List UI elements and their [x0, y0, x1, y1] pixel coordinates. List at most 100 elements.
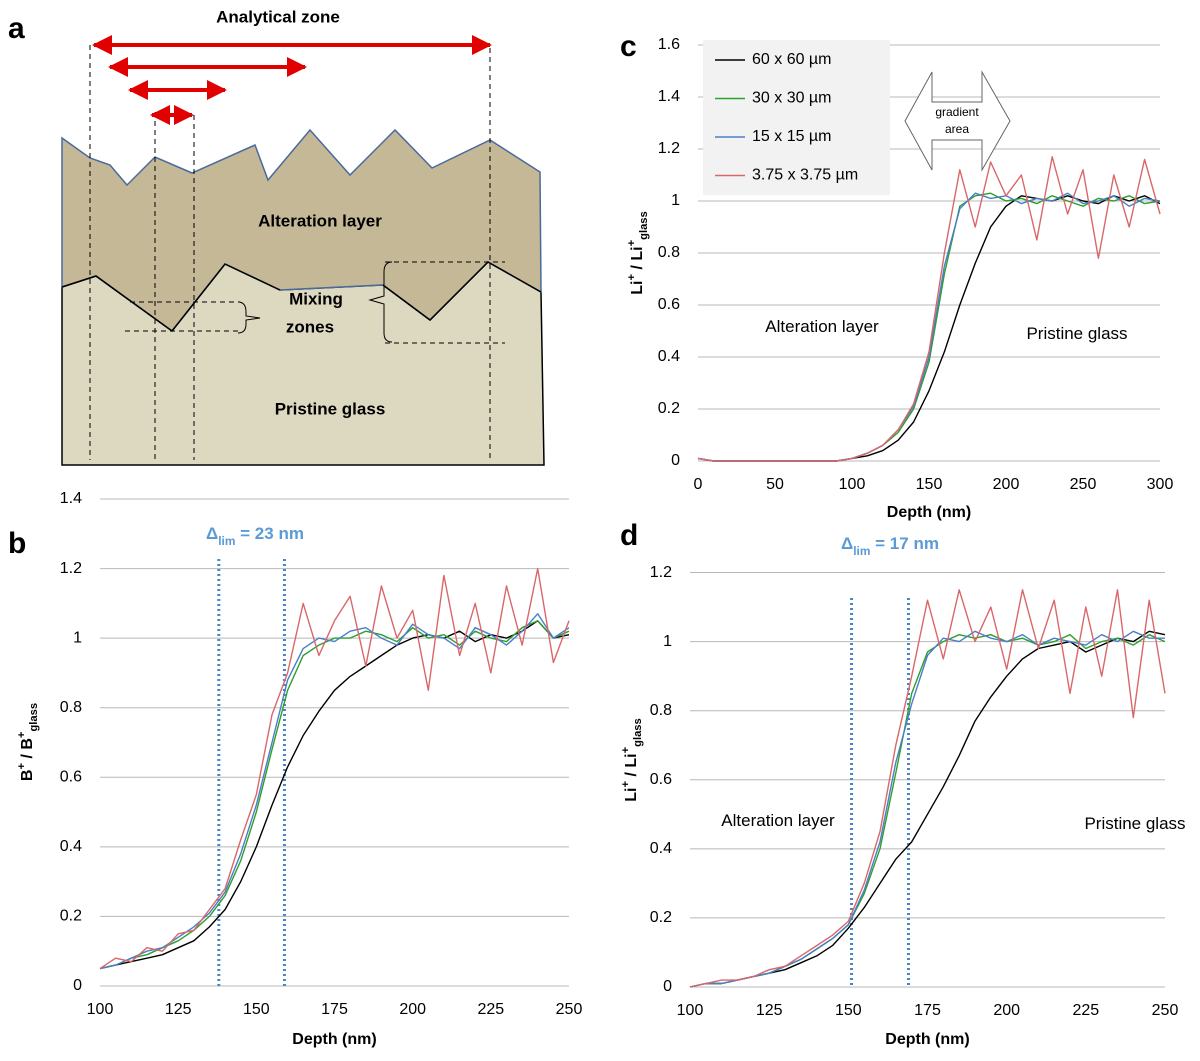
- diagram-title: Analytical zone: [216, 7, 340, 26]
- x-tick-label: 200: [399, 1001, 426, 1018]
- y-tick-label: 1: [671, 192, 680, 209]
- panel-label: a: [8, 12, 25, 45]
- annotation: Pristine glass: [1026, 324, 1127, 343]
- y-tick-label: 0.2: [658, 400, 680, 417]
- legend-label: 3.75 x 3.75 µm: [752, 167, 858, 184]
- series-line: [689, 630, 1166, 988]
- y-tick-label: 0.2: [60, 908, 82, 925]
- layer-label: Alteration layer: [258, 211, 382, 230]
- annotation: Δlim = 23 nm: [206, 524, 304, 548]
- x-axis-title: Depth (nm): [885, 1031, 969, 1048]
- x-tick-label: 100: [677, 1002, 704, 1019]
- text-part: / B: [19, 738, 36, 763]
- text-part: +: [620, 746, 632, 753]
- mixing-label: zones: [286, 317, 334, 336]
- y-tick-label: 1.2: [60, 560, 82, 577]
- y-tick-label: 0: [671, 452, 680, 469]
- y-tick-label: 0.2: [650, 909, 672, 926]
- brace: [237, 301, 261, 334]
- x-tick-label: 150: [243, 1001, 270, 1018]
- x-tick-label: 125: [756, 1002, 783, 1019]
- x-tick-label: 250: [1152, 1002, 1179, 1019]
- x-tick-label: 175: [914, 1002, 941, 1019]
- x-axis-title: Depth (nm): [887, 504, 971, 521]
- panel-label: d: [620, 519, 638, 552]
- panel-label: c: [620, 30, 637, 63]
- text-part: Δ: [841, 534, 853, 553]
- legend-label: 15 x 15 µm: [752, 128, 831, 145]
- y-tick-label: 1.6: [658, 36, 680, 53]
- layer-label: Pristine glass: [275, 399, 386, 418]
- x-tick-label: 0: [694, 476, 703, 493]
- panel-label: b: [8, 527, 26, 560]
- y-tick-label: 0.4: [60, 838, 82, 855]
- y-tick-label: 0.8: [60, 699, 82, 716]
- x-tick-label: 125: [165, 1001, 192, 1018]
- x-tick-label: 150: [835, 1002, 862, 1019]
- y-tick-label: 0.4: [658, 348, 680, 365]
- text-part: Li: [629, 281, 646, 295]
- gradient-arrow: [904, 70, 1011, 172]
- x-tick-label: 200: [993, 476, 1020, 493]
- series-line: [99, 567, 570, 970]
- x-tick-label: 100: [839, 476, 866, 493]
- x-tick-label: 225: [477, 1001, 504, 1018]
- text-part: Alteration layer: [721, 811, 835, 830]
- text-part: B: [19, 770, 36, 782]
- annotation: Alteration layer: [721, 811, 835, 830]
- series-line: [99, 620, 570, 970]
- brace: [368, 261, 393, 343]
- text-part: lim: [853, 544, 870, 558]
- text-part: +: [16, 763, 28, 770]
- y-axis-title: B+ / B+glass: [16, 703, 40, 781]
- y-axis-title: Li+ / Li+glass: [620, 718, 644, 801]
- x-tick-label: 250: [1070, 476, 1097, 493]
- text-part: +: [620, 781, 632, 788]
- series-line: [99, 613, 570, 970]
- annotation: Alteration layer: [765, 317, 879, 336]
- text-part: glass: [632, 718, 644, 747]
- y-tick-label: 0: [663, 978, 672, 995]
- y-tick-label: 1: [663, 633, 672, 650]
- annotation: gradient: [935, 105, 979, 119]
- dashed-guides: [89, 45, 505, 460]
- text-part: = 17 nm: [870, 534, 939, 553]
- annotation: Δlim = 17 nm: [841, 534, 939, 558]
- legend-label: 30 x 30 µm: [752, 90, 831, 107]
- y-tick-label: 0: [73, 977, 82, 994]
- text-part: Δ: [206, 524, 218, 543]
- x-tick-label: 200: [993, 1002, 1020, 1019]
- y-tick-label: 0.6: [658, 296, 680, 313]
- legend-box: [703, 40, 890, 195]
- series-line: [689, 630, 1165, 988]
- zone-arrows: [92, 35, 492, 125]
- text-part: Pristine glass: [1084, 814, 1185, 833]
- y-tick-label: 0.6: [650, 771, 672, 788]
- text-part: +: [16, 731, 28, 738]
- mixing-label: Mixing: [289, 289, 343, 308]
- text-part: Alteration layer: [765, 317, 879, 336]
- annotation: Pristine glass: [1084, 814, 1185, 833]
- text-part: lim: [218, 534, 235, 548]
- x-tick-label: 50: [766, 476, 784, 493]
- x-tick-label: 225: [1072, 1002, 1099, 1019]
- x-tick-label: 175: [321, 1001, 348, 1018]
- y-tick-label: 1: [73, 629, 82, 646]
- text-part: / Li: [629, 246, 646, 274]
- text-part: = 23 nm: [235, 524, 304, 543]
- text-part: area: [945, 122, 969, 136]
- x-tick-label: 300: [1147, 476, 1174, 493]
- text-part: glass: [28, 703, 40, 732]
- y-tick-label: 1.4: [658, 88, 680, 105]
- x-tick-label: 250: [556, 1001, 583, 1018]
- y-tick-label: 0.8: [658, 244, 680, 261]
- text-part: gradient: [935, 105, 979, 119]
- diagram: a Analytical zone Alteration layer Mixin…: [8, 7, 545, 466]
- text-part: glass: [638, 211, 650, 240]
- x-tick-label: 100: [87, 1001, 114, 1018]
- text-part: +: [626, 274, 638, 281]
- legend-label: 60 x 60 µm: [752, 51, 831, 68]
- x-axis-title: Depth (nm): [292, 1031, 376, 1048]
